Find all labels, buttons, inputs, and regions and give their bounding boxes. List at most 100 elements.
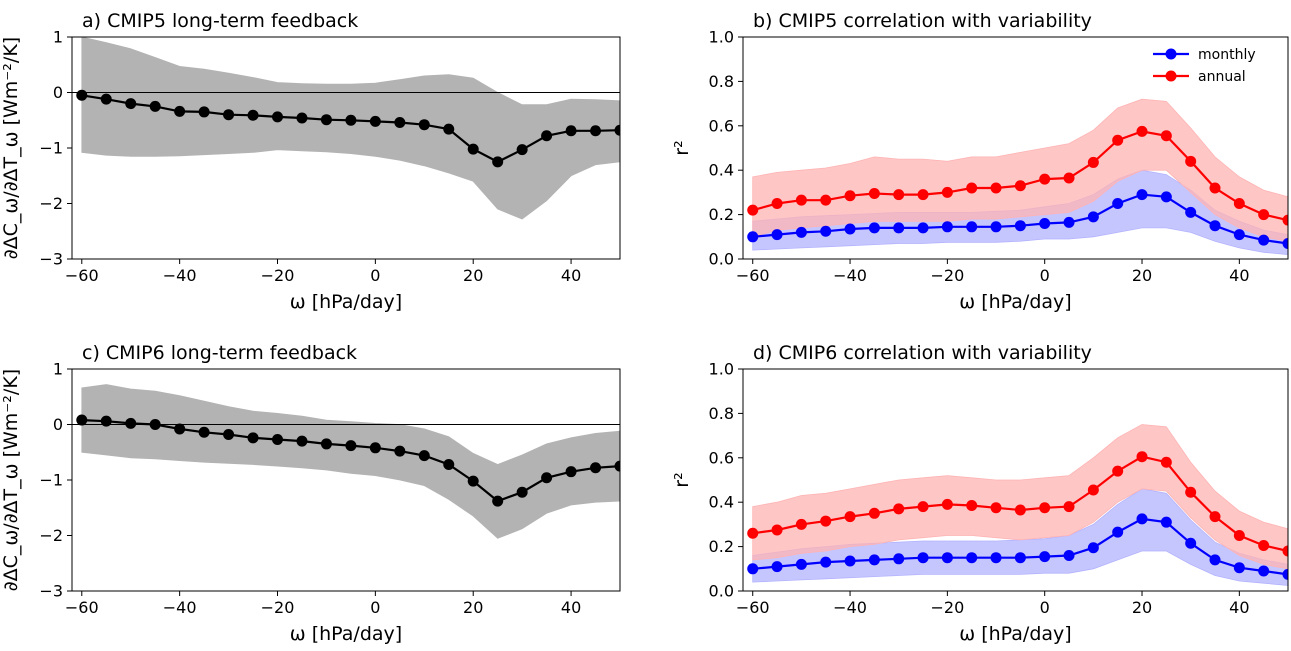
data-point: [223, 109, 235, 121]
y-axis-label: ∂ΔC_ω/∂ΔT_ω [Wm⁻²/K]: [0, 369, 22, 591]
y-tick-label: −3: [39, 582, 63, 601]
chart-panel-3: −60 −40 −20 0 20 40 −3 −2 −1 0 1 c) CMIP6 long-term…: [0, 342, 621, 645]
chart-panel-4: −60 −40 −20 0 20 40 0.0 0.2 0.4 0.6 0.8 1.0 d) CMIP6…: [671, 342, 1289, 645]
data-point: [771, 198, 783, 209]
data-point: [516, 486, 528, 498]
x-tick-label: 20: [463, 598, 483, 617]
data-point: [590, 462, 602, 474]
data-point: [1087, 211, 1099, 223]
data-point: [1258, 209, 1270, 221]
data-point: [394, 445, 406, 457]
data-point: [394, 116, 406, 128]
data-point: [198, 106, 210, 118]
legend-marker: [1165, 48, 1177, 60]
data-point: [467, 475, 479, 487]
x-tick-label: 40: [1229, 266, 1249, 285]
y-axis-label: r²: [671, 472, 693, 487]
data-point: [747, 204, 759, 216]
y-tick-label: 0.2: [709, 537, 734, 556]
data-point: [320, 438, 332, 450]
data-point: [1233, 562, 1245, 574]
data-point: [1112, 134, 1124, 146]
data-point: [125, 98, 137, 110]
data-point: [966, 182, 978, 194]
data-point: [565, 125, 577, 137]
data-point: [966, 552, 978, 564]
x-tick-label: 40: [1229, 598, 1249, 617]
data-point: [614, 460, 620, 472]
data-point: [1185, 206, 1197, 218]
data-point: [76, 89, 88, 101]
data-point: [1282, 214, 1288, 226]
x-tick-label: 20: [1132, 266, 1152, 285]
data-point: [1185, 537, 1197, 549]
plot-area: [72, 37, 620, 220]
data-point: [990, 221, 1002, 233]
chart-title: d) CMIP6 correlation with variability: [753, 342, 1092, 364]
data-point: [1185, 486, 1197, 498]
x-axis-label: ω [hPa/day]: [959, 291, 1071, 313]
x-tick-label: 0: [370, 266, 380, 285]
data-point: [590, 125, 602, 137]
data-point: [1136, 513, 1148, 525]
y-tick-label: 0.4: [709, 161, 734, 180]
data-point: [966, 221, 978, 233]
data-point: [1063, 172, 1075, 184]
y-tick-label: 0.4: [709, 493, 734, 512]
x-tick-label: −40: [833, 266, 867, 285]
spread-band-1: [81, 384, 620, 539]
data-point: [893, 553, 905, 565]
data-point: [1160, 516, 1172, 528]
data-point: [747, 563, 759, 575]
data-point: [868, 507, 880, 519]
legend-marker: [1165, 70, 1177, 82]
x-tick-label: 40: [561, 266, 581, 285]
data-point: [893, 503, 905, 515]
data-point: [990, 502, 1002, 514]
data-point: [418, 450, 430, 462]
y-tick-label: 0.8: [709, 72, 734, 91]
data-point: [747, 231, 759, 243]
data-point: [1209, 182, 1221, 194]
y-tick-label: 0.0: [709, 582, 734, 601]
data-point: [1282, 545, 1288, 557]
data-point: [868, 554, 880, 566]
data-point: [820, 225, 832, 237]
data-point: [1160, 191, 1172, 203]
data-point: [990, 552, 1002, 564]
data-point: [100, 93, 112, 105]
data-point: [1282, 237, 1288, 249]
data-point: [1209, 220, 1221, 232]
x-tick-label: 0: [370, 598, 380, 617]
data-point: [1087, 542, 1099, 554]
data-point: [820, 515, 832, 527]
legend-label: annual: [1198, 69, 1246, 85]
y-tick-label: −1: [39, 471, 63, 490]
data-point: [443, 123, 455, 135]
x-tick-label: 40: [561, 598, 581, 617]
x-tick-label: 0: [1040, 266, 1050, 285]
chart-title: a) CMIP5 long-term feedback: [82, 10, 358, 32]
data-point: [1087, 156, 1099, 168]
x-axis-label: ω [hPa/day]: [290, 623, 402, 645]
data-point: [1160, 456, 1172, 468]
legend-label: monthly: [1198, 47, 1256, 63]
data-point: [345, 440, 357, 452]
plot-area: [747, 98, 1288, 256]
axes-frame: [742, 368, 1289, 592]
data-point: [844, 190, 856, 202]
data-point: [565, 466, 577, 478]
x-tick-label: −60: [65, 598, 99, 617]
y-tick-label: 0: [53, 415, 63, 434]
x-tick-label: −60: [65, 266, 99, 285]
data-point: [541, 130, 553, 142]
data-point: [541, 472, 553, 484]
data-point: [795, 558, 807, 570]
chart-title: b) CMIP5 correlation with variability: [753, 10, 1092, 32]
data-point: [844, 511, 856, 523]
y-tick-label: 1.0: [709, 360, 734, 379]
data-point: [747, 527, 759, 539]
data-point: [1014, 180, 1026, 192]
data-point: [1014, 220, 1026, 232]
